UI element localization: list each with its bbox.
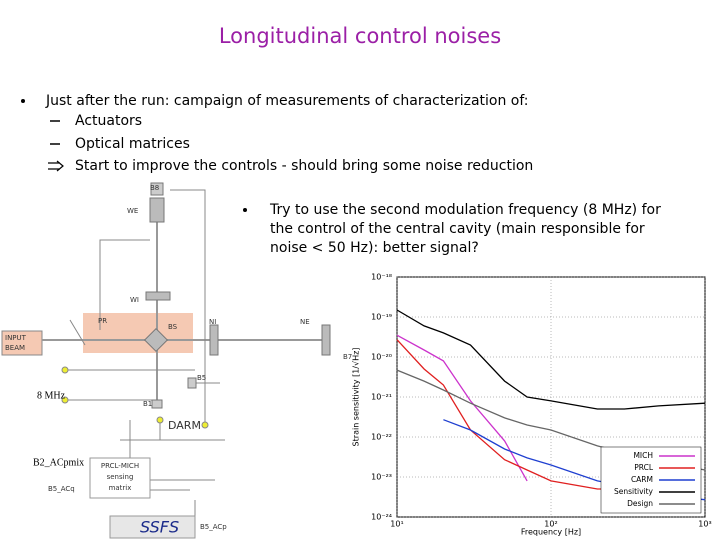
- label: PRCL-MICH: [101, 462, 139, 470]
- ni-mirror: [209, 324, 219, 356]
- label: SSFS: [140, 518, 179, 537]
- pr-cavity: [83, 313, 193, 353]
- legend-label: MICH: [633, 451, 653, 460]
- y-axis-label: Strain sensitivity [1/√Hz]: [352, 348, 361, 447]
- slide-title: Longitudinal control noises: [219, 24, 501, 48]
- x-tick-label: 10¹: [390, 520, 403, 529]
- y-tick-label: 10⁻²²: [371, 433, 392, 442]
- label: BS: [168, 323, 178, 331]
- y-tick-label: 10⁻²³: [371, 473, 392, 482]
- ne-mirror: [321, 324, 331, 356]
- conclusion: Start to improve the controls - should b…: [75, 158, 533, 174]
- legend-label: Design: [627, 499, 653, 508]
- label: sensing: [107, 473, 134, 481]
- implies-arrow: [48, 160, 64, 172]
- legend-label: PRCL: [634, 463, 654, 472]
- we-mirror: [149, 197, 165, 223]
- label: PR: [98, 317, 107, 325]
- wi-mirror: [145, 291, 171, 301]
- bullet: [21, 99, 25, 103]
- label: B2_ACpmix: [33, 457, 84, 468]
- label: B5_ACp: [200, 523, 227, 531]
- label: B1: [143, 400, 152, 408]
- y-tick-label: 10⁻²⁰: [371, 353, 392, 362]
- y-tick-label: 10⁻²⁴: [371, 513, 392, 522]
- demod: [201, 421, 209, 429]
- sub-item: Optical matrices: [75, 136, 190, 152]
- bullet-line: Try to use the second modulation frequen…: [269, 202, 661, 218]
- label: B8: [150, 184, 159, 192]
- bs-mirror: [143, 327, 169, 353]
- label: B5: [197, 374, 206, 382]
- series-line: [396, 339, 625, 490]
- wiring: [65, 189, 225, 520]
- x-tick-label: 10²: [544, 520, 557, 529]
- y-tick-label: 10⁻²¹: [371, 393, 392, 402]
- label: DARM: [168, 419, 201, 432]
- y-tick-label: 10⁻¹⁸: [371, 273, 392, 282]
- series-line: [396, 334, 528, 482]
- sensing-matrix-box: [89, 457, 151, 499]
- demod: [61, 366, 69, 374]
- label: 8 MHz: [37, 390, 66, 401]
- label: BEAM: [5, 344, 25, 352]
- label: NE: [300, 318, 310, 326]
- series-line: [396, 309, 706, 410]
- label: B7: [343, 353, 352, 361]
- y-tick-label: 10⁻¹⁹: [371, 313, 392, 322]
- demod: [156, 416, 164, 424]
- label: B5_ACq: [48, 485, 75, 493]
- sensitivity-chart: Strain sensitivity [1/√Hz] Frequency [Hz…: [352, 273, 712, 537]
- bullet-text: Just after the run: campaign of measurem…: [45, 93, 529, 109]
- ssfs-box: [109, 515, 196, 539]
- label: NI: [209, 318, 216, 326]
- input-beam-box: [1, 330, 43, 356]
- bullet-line: the control of the central cavity (main …: [270, 221, 645, 237]
- b5-photodiode: [187, 377, 197, 389]
- bullet: [243, 208, 247, 212]
- x-axis-label: Frequency [Hz]: [521, 528, 581, 537]
- label: WE: [127, 207, 138, 215]
- demod: [61, 396, 69, 404]
- legend-label: Sensitivity: [614, 487, 654, 496]
- legend-label: CARM: [631, 475, 653, 484]
- label: WI: [130, 296, 139, 304]
- optical-diagram: B8 WE WI PR BS NI NE B7 INPUT BEAM B5 B1…: [1, 182, 352, 539]
- label: INPUT: [5, 334, 27, 342]
- b1-photodiode: [151, 399, 163, 409]
- b8-mirror: [150, 182, 164, 196]
- x-tick-label: 10³: [698, 520, 711, 529]
- bullet-line: noise < 50 Hz): better signal?: [270, 240, 479, 256]
- sub-item: Actuators: [75, 113, 142, 129]
- label: matrix: [109, 484, 132, 492]
